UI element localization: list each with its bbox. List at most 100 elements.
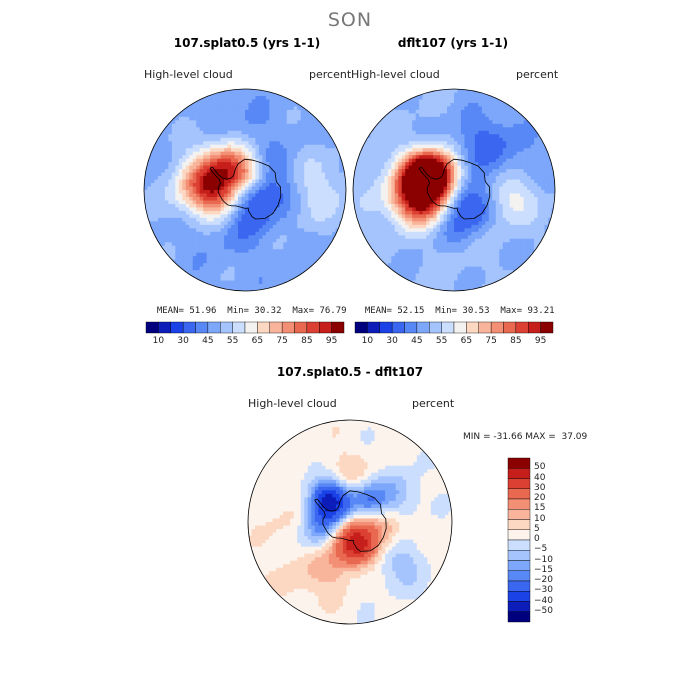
colorbar-tick-label: −10 bbox=[534, 554, 553, 565]
colorbar-swatch bbox=[429, 321, 442, 334]
colorbar-swatch bbox=[507, 591, 531, 602]
colorbar-tick-label: 75 bbox=[276, 336, 288, 346]
colorbar-swatch bbox=[257, 321, 270, 334]
colorbar-swatch bbox=[507, 488, 531, 500]
colorbar-tick-label: 75 bbox=[485, 336, 497, 346]
colorbar-swatch bbox=[503, 321, 517, 334]
colorbar-swatch bbox=[507, 468, 531, 479]
colorbar-swatch bbox=[507, 539, 531, 551]
colorbar-swatch bbox=[507, 611, 531, 623]
colorbar-tick-label: 55 bbox=[435, 336, 448, 346]
colorbar-swatch bbox=[507, 580, 531, 592]
colorbar-swatch bbox=[269, 321, 283, 334]
colorbar-tick-label: −40 bbox=[534, 595, 553, 606]
coastline-right bbox=[418, 158, 491, 220]
units-label-left: percent bbox=[309, 68, 352, 81]
colorbar-tick-label: 10 bbox=[152, 336, 165, 346]
colorbar-swatch bbox=[170, 321, 184, 334]
colorbar-swatch bbox=[507, 498, 531, 510]
colorbar-swatch bbox=[507, 457, 531, 469]
colorbar-swatch bbox=[294, 321, 308, 334]
colorbar-swatch bbox=[207, 321, 221, 334]
difference-units-label: percent bbox=[412, 397, 455, 410]
map-boundary-left bbox=[143, 88, 347, 292]
colorbar-swatch bbox=[507, 550, 531, 561]
colorbar-difference bbox=[507, 457, 531, 623]
colorbar-swatch bbox=[319, 321, 332, 334]
colorbar-tick-label: 45 bbox=[202, 336, 214, 346]
colorbar-tick-label: 55 bbox=[226, 336, 239, 346]
panel-title-right: dflt107 (yrs 1-1) bbox=[397, 36, 509, 50]
colorbar-swatch bbox=[145, 321, 159, 334]
colorbar-swatch bbox=[416, 321, 430, 334]
map-boundary-difference bbox=[247, 419, 453, 625]
colorbar-swatch bbox=[331, 321, 345, 334]
colorbar-swatch bbox=[540, 321, 554, 334]
colorbar-tick-label: 10 bbox=[361, 336, 374, 346]
colorbar-swatch bbox=[367, 321, 380, 334]
colorbar-swatch bbox=[379, 321, 393, 334]
colorbar-swatch bbox=[490, 321, 504, 334]
colorbar-swatch bbox=[528, 321, 541, 334]
stats-right: MEAN= 52.15 Min= 30.53 Max= 93.21 bbox=[364, 306, 555, 316]
colorbar-swatch bbox=[466, 321, 479, 334]
colorbar-swatch bbox=[515, 321, 529, 334]
colorbar-tick-label: 65 bbox=[460, 336, 473, 346]
colorbar-swatch bbox=[244, 321, 258, 334]
antarctica-coastline bbox=[418, 158, 491, 220]
colorbar-tick-label: −15 bbox=[534, 564, 553, 575]
colorbar-swatch bbox=[507, 529, 531, 541]
colorbar-tick-label: 10 bbox=[534, 513, 546, 524]
colorbar-tick-label: 20 bbox=[534, 493, 546, 503]
colorbar-tick-label: 40 bbox=[534, 472, 546, 483]
colorbar-tick-label: 45 bbox=[411, 336, 423, 346]
colorbar-tick-label: 15 bbox=[534, 503, 546, 514]
colorbar-right bbox=[354, 321, 554, 334]
colorbar-tick-label: 85 bbox=[301, 336, 313, 346]
antarctica-coastline bbox=[209, 158, 282, 220]
map-boundary-right bbox=[352, 88, 556, 292]
stats-left: MEAN= 51.96 Min= 30.32 Max= 76.79 bbox=[156, 306, 347, 316]
colorbar-swatch bbox=[158, 321, 171, 334]
colorbar-tick-label: 0 bbox=[534, 534, 540, 544]
units-label-right: percent bbox=[516, 68, 559, 81]
colorbar-swatch bbox=[507, 601, 531, 612]
map-left bbox=[144, 89, 346, 291]
colorbar-swatch bbox=[195, 321, 209, 334]
colorbar-tick-label: 5 bbox=[534, 523, 540, 534]
colorbar-tick-label: −5 bbox=[534, 544, 548, 555]
colorbar-swatch bbox=[391, 321, 405, 334]
colorbar-tick-label: −20 bbox=[534, 575, 553, 585]
difference-minmax: MIN = -31.66 MAX = 37.09 bbox=[463, 432, 588, 442]
colorbar-tick-label: −50 bbox=[534, 605, 553, 616]
colorbar-left bbox=[145, 321, 345, 334]
difference-title: 107.splat0.5 - dflt107 bbox=[276, 365, 424, 379]
coastline-left bbox=[209, 158, 282, 220]
colorbar-swatch bbox=[478, 321, 492, 334]
colorbar-swatch bbox=[441, 321, 455, 334]
colorbar-tick-label: −30 bbox=[534, 585, 553, 596]
colorbar-swatch bbox=[354, 321, 368, 334]
variable-label-left: High-level cloud bbox=[144, 68, 233, 81]
colorbar-swatch bbox=[507, 478, 531, 489]
colorbar-tick-label: 85 bbox=[510, 336, 522, 346]
colorbar-swatch bbox=[507, 570, 531, 582]
colorbar-tick-label: 65 bbox=[251, 336, 264, 346]
colorbar-swatch bbox=[507, 519, 531, 530]
colorbar-tick-label: 95 bbox=[534, 336, 547, 346]
antarctica-coastline bbox=[314, 490, 387, 552]
colorbar-swatch bbox=[182, 321, 196, 334]
colorbar-tick-label: 50 bbox=[534, 462, 546, 473]
map-difference bbox=[248, 420, 452, 624]
difference-variable-label: High-level cloud bbox=[248, 397, 337, 410]
colorbar-swatch bbox=[220, 321, 233, 334]
colorbar-swatch bbox=[453, 321, 467, 334]
coastline-difference bbox=[314, 490, 387, 552]
colorbar-swatch bbox=[404, 321, 418, 334]
colorbar-tick-label: 30 bbox=[386, 336, 398, 346]
colorbar-swatch bbox=[281, 321, 295, 334]
panel-title-left: 107.splat0.5 (yrs 1-1) bbox=[173, 36, 321, 50]
colorbar-swatch bbox=[507, 560, 531, 571]
variable-label-right: High-level cloud bbox=[351, 68, 440, 81]
